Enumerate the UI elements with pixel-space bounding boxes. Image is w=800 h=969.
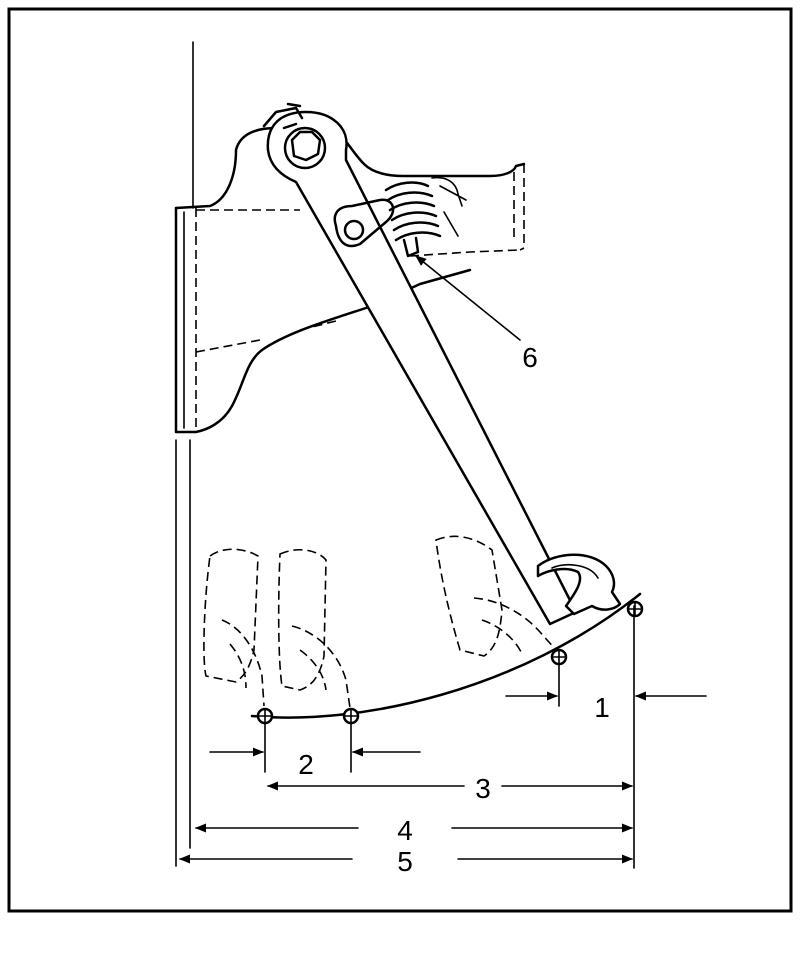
pedal-travel-arc xyxy=(250,592,642,719)
callout-2: 2 xyxy=(298,749,314,780)
point-full-travel-1 xyxy=(256,707,274,725)
figure-frame xyxy=(7,7,793,913)
pedal-bracket xyxy=(174,126,526,434)
ghost-pad-3 xyxy=(435,535,557,657)
ghost-pad-2 xyxy=(277,548,351,709)
callout-4: 4 xyxy=(397,815,413,846)
point-full-travel-2 xyxy=(342,707,360,725)
callout-1: 1 xyxy=(594,692,610,723)
leader-6 xyxy=(415,255,521,341)
spring-anchor xyxy=(343,219,365,241)
point-free-play xyxy=(550,648,568,666)
point-rest xyxy=(626,600,644,618)
pivot-bolt-icon xyxy=(290,130,322,162)
pedal-arm xyxy=(262,102,578,626)
foot-pad-rest xyxy=(536,553,622,616)
callout-3: 3 xyxy=(475,773,491,804)
callout-6: 6 xyxy=(522,342,538,373)
return-spring xyxy=(333,176,467,258)
callout-5: 5 xyxy=(397,846,413,877)
ghost-pad-1 xyxy=(203,548,265,707)
pivot-bushing xyxy=(283,126,327,170)
travel-points xyxy=(256,600,644,725)
extension-lines xyxy=(264,605,635,869)
